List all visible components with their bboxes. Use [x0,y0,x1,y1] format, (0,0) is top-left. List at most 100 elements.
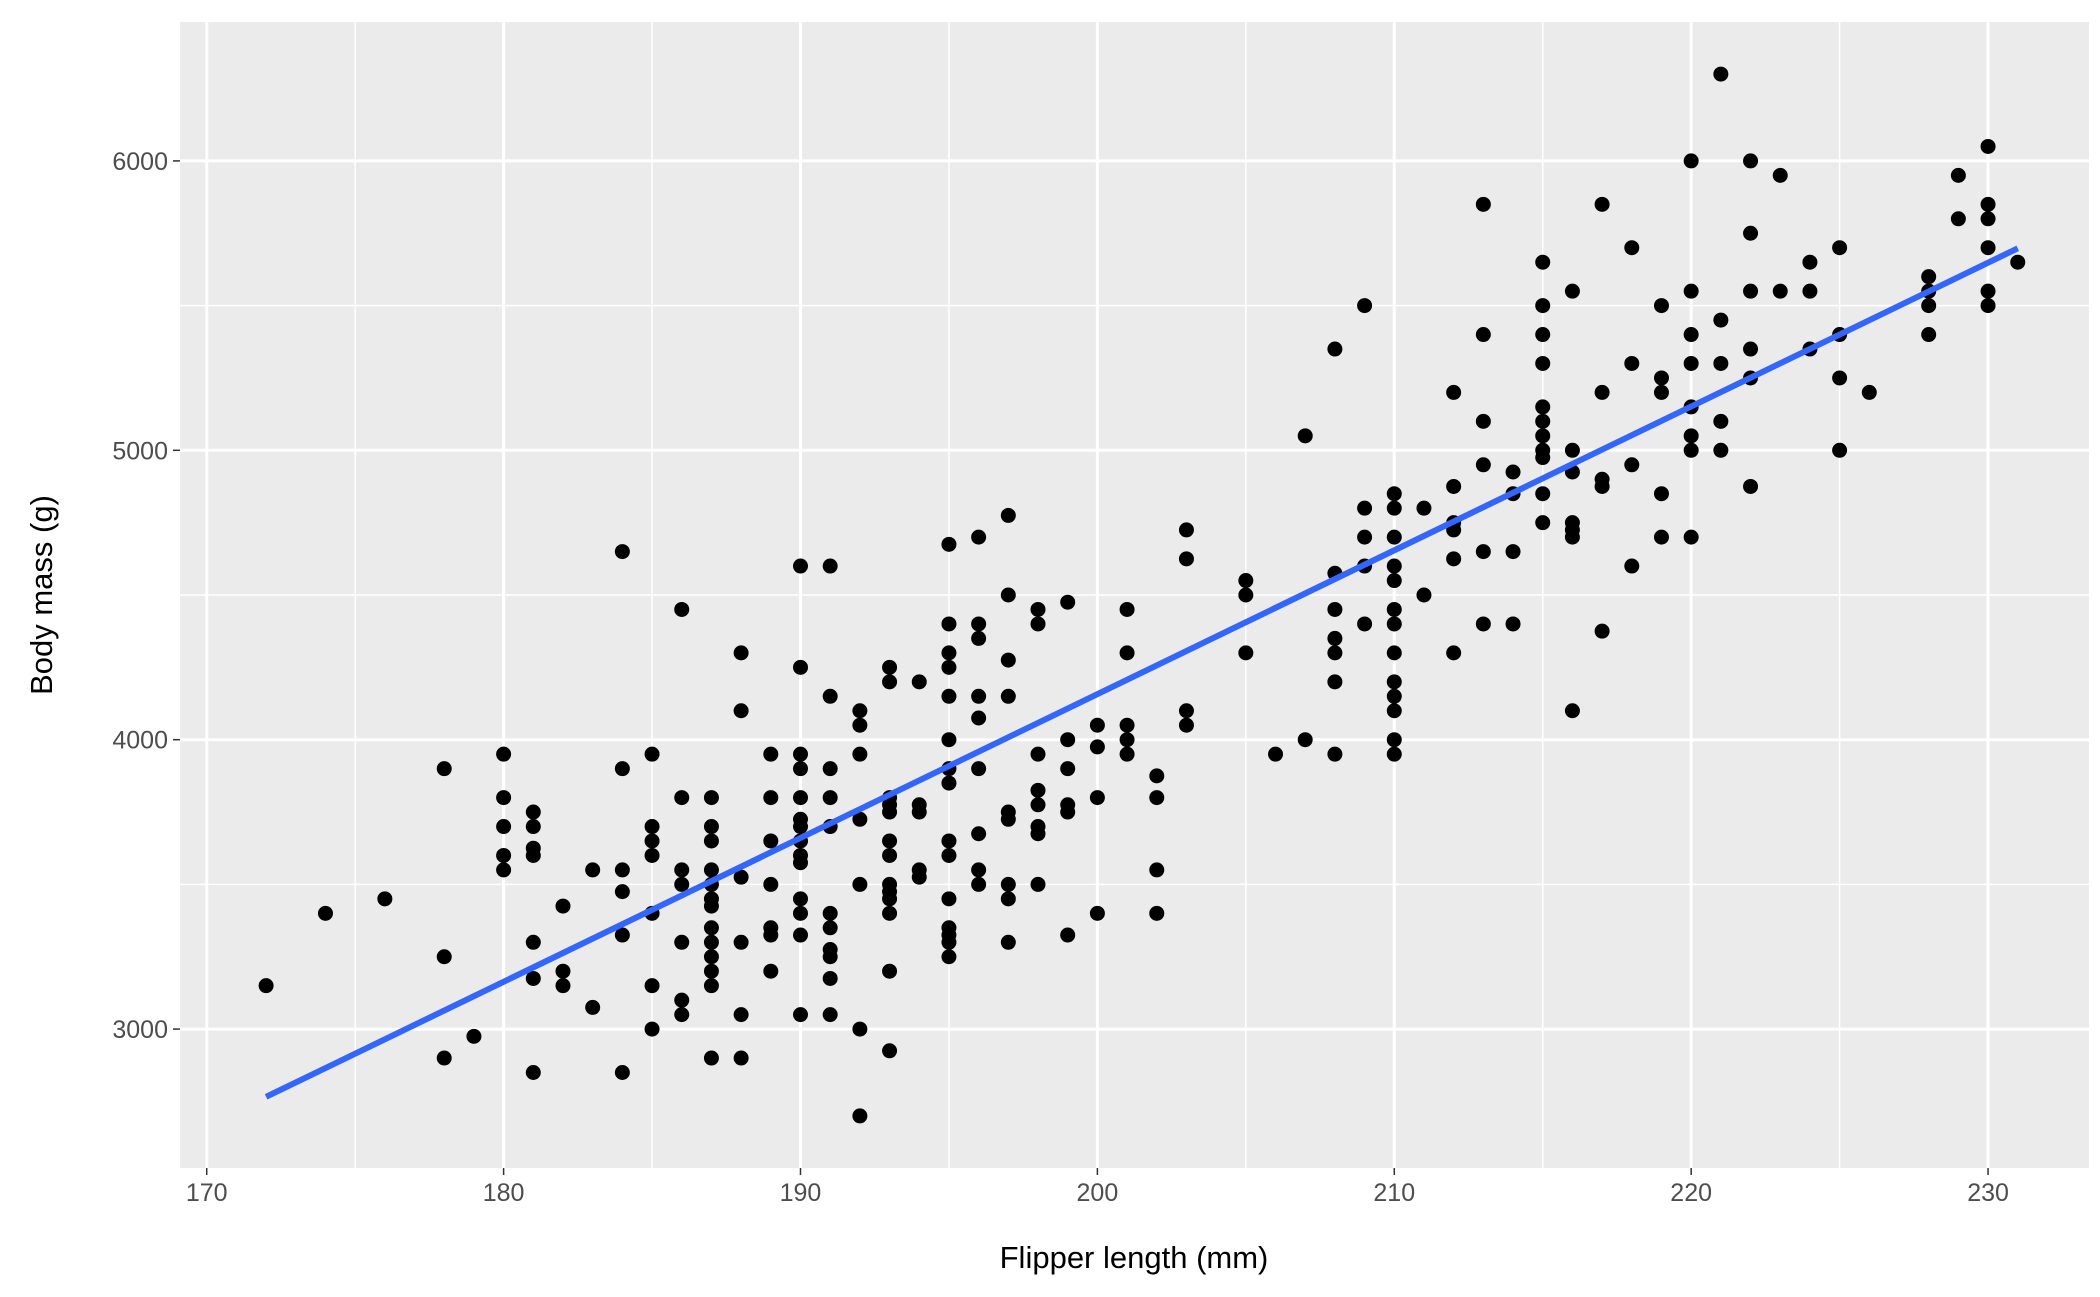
data-point [792,891,808,907]
data-point [1832,240,1848,256]
data-point [882,905,898,921]
data-point [1564,283,1580,299]
data-point [1594,384,1610,400]
data-point [1475,457,1491,473]
data-point [614,927,630,943]
data-point [555,978,571,994]
data-point [1238,573,1254,589]
x-tick-label: 200 [1077,1179,1119,1207]
data-point [911,869,927,885]
data-point [614,862,630,878]
data-point [644,819,660,835]
data-point [882,847,898,863]
data-point [585,999,601,1015]
data-point [1535,355,1551,371]
data-point [1030,746,1046,762]
data-point [1386,573,1402,589]
data-point [1000,876,1016,892]
data-point [852,1021,868,1037]
data-point [1386,529,1402,545]
data-point [1446,551,1462,567]
data-point [1624,457,1640,473]
data-point [1535,450,1551,466]
data-point [763,833,779,849]
data-point [1683,355,1699,371]
data-point [1000,587,1016,603]
data-point [1089,905,1105,921]
data-point [1683,442,1699,458]
data-point [1505,544,1521,560]
data-point [1713,66,1729,82]
data-point [703,833,719,849]
data-point [822,920,838,936]
data-point [1743,283,1759,299]
data-point [1327,645,1343,661]
data-point [1475,544,1491,560]
x-tick-label: 230 [1967,1179,2009,1207]
data-point [1446,478,1462,494]
data-point [703,819,719,835]
data-point [941,688,957,704]
data-point [882,833,898,849]
data-point [822,1007,838,1023]
data-point [971,710,987,726]
data-point [1149,862,1165,878]
data-point [1119,601,1135,617]
x-tick-label: 180 [483,1179,525,1207]
data-point [1030,826,1046,842]
data-point [1921,298,1937,314]
data-point [496,862,512,878]
data-point [703,920,719,936]
data-point [852,746,868,762]
data-point [1743,341,1759,357]
data-point [1357,616,1373,632]
x-tick-label: 190 [780,1179,822,1207]
data-point [1594,623,1610,639]
data-point [1832,370,1848,386]
data-point [822,790,838,806]
data-point [436,1050,452,1066]
data-point [1950,167,1966,183]
x-axis-ticks: 170 180 190 200 210 220 230 [186,1168,2009,1207]
data-point [1060,732,1076,748]
y-tick-label: 6000 [112,148,168,176]
data-point [674,876,690,892]
data-point [941,645,957,661]
data-point [1564,442,1580,458]
data-point [792,855,808,871]
data-point [911,674,927,690]
data-point [1030,797,1046,813]
data-point [822,688,838,704]
x-tick-label: 170 [186,1179,228,1207]
data-point [703,949,719,965]
data-point [1238,587,1254,603]
regression-line [264,245,2020,1100]
data-point [1535,515,1551,531]
y-axis-title: Body mass (g) [24,495,59,695]
data-point [792,761,808,777]
data-point [1060,804,1076,820]
data-point [674,1007,690,1023]
data-point [733,703,749,719]
data-point [1327,601,1343,617]
data-point [1000,811,1016,827]
data-point [496,790,512,806]
data-point [971,862,987,878]
data-point [1564,529,1580,545]
data-point [1535,428,1551,444]
data-point [1921,269,1937,285]
data-point [822,558,838,574]
data-point [971,826,987,842]
data-point [1386,674,1402,690]
data-point [1594,478,1610,494]
data-point [971,630,987,646]
data-point [1594,196,1610,212]
data-point [882,891,898,907]
data-point [882,1043,898,1059]
data-point [1624,240,1640,256]
data-point [555,898,571,914]
data-point [1000,934,1016,950]
data-point [1060,761,1076,777]
major-gridlines [180,22,2089,1168]
data-point [971,616,987,632]
